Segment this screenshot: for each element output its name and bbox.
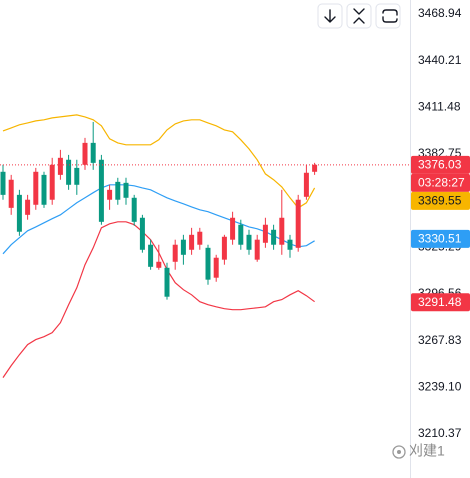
candle-body	[0, 171, 6, 195]
band-value-tag-box	[411, 293, 470, 312]
price-tags: 3376.03 03:28:27 3369.55 3330.51 3291.48	[411, 155, 470, 312]
candle-body	[74, 167, 80, 185]
candle-body	[90, 142, 96, 163]
scroll-down-button[interactable]	[317, 3, 343, 29]
y-tick-label: 3267.83	[418, 333, 462, 347]
y-tick-label: 3411.48	[418, 100, 461, 114]
candle-body	[66, 159, 72, 185]
candle-body	[230, 217, 236, 240]
candle-body	[41, 174, 47, 205]
last-price-tag-box	[411, 155, 470, 174]
candle-body	[172, 244, 178, 262]
band-line	[2, 184, 315, 255]
candle-body	[123, 182, 129, 198]
candle-body	[98, 159, 104, 222]
band-value-tag-box	[411, 229, 470, 248]
candle-body	[139, 217, 145, 250]
candle-body	[164, 267, 170, 297]
candle-body	[205, 247, 211, 280]
watermark-text: 刈建1	[409, 443, 445, 459]
candle-body	[213, 257, 219, 278]
last-price-tag: 3376.03	[418, 158, 462, 172]
candle-body	[271, 229, 277, 245]
toolbar	[317, 3, 401, 29]
candle-body	[82, 142, 88, 165]
band-value-tag: 3291.48	[418, 295, 462, 309]
candle-body	[115, 181, 121, 200]
candle-body	[131, 197, 137, 222]
candle-body	[262, 224, 268, 243]
plot-area	[0, 114, 410, 378]
candle-body	[107, 189, 113, 200]
candle-body	[238, 224, 244, 245]
candle-body	[16, 194, 22, 232]
candle-body	[8, 179, 14, 208]
candle-body	[156, 261, 162, 268]
y-tick-label: 3210.37	[418, 426, 462, 440]
candle-body	[148, 244, 154, 267]
candle-body	[279, 217, 285, 245]
candle-body	[221, 236, 227, 260]
candle-body	[197, 231, 203, 245]
collapse-button[interactable]	[346, 3, 372, 29]
candle-body	[57, 157, 63, 175]
candle-body	[295, 199, 301, 248]
watermark: 刈建1	[392, 443, 445, 459]
candle-body	[189, 234, 195, 250]
band-line	[2, 114, 316, 209]
candle-body	[49, 164, 55, 200]
candle-body	[25, 199, 31, 215]
candle-body	[246, 234, 252, 250]
candle-body	[254, 239, 260, 260]
band-value-tag: 3330.51	[418, 232, 462, 246]
reset-button[interactable]	[375, 3, 401, 29]
candle-body	[312, 164, 318, 172]
candle-body	[303, 172, 309, 197]
candle-body	[287, 239, 293, 250]
band-value-tag: 3369.55	[418, 194, 462, 208]
countdown-tag: 03:28:27	[418, 176, 465, 190]
candle-body	[33, 171, 39, 205]
countdown-tag-box	[411, 173, 470, 192]
band-value-tag-box	[411, 191, 470, 210]
y-tick-label: 3239.10	[418, 380, 462, 394]
y-tick-label: 3440.21	[418, 53, 462, 67]
candle-body	[180, 239, 186, 255]
y-tick-label: 3468.94	[418, 6, 462, 20]
